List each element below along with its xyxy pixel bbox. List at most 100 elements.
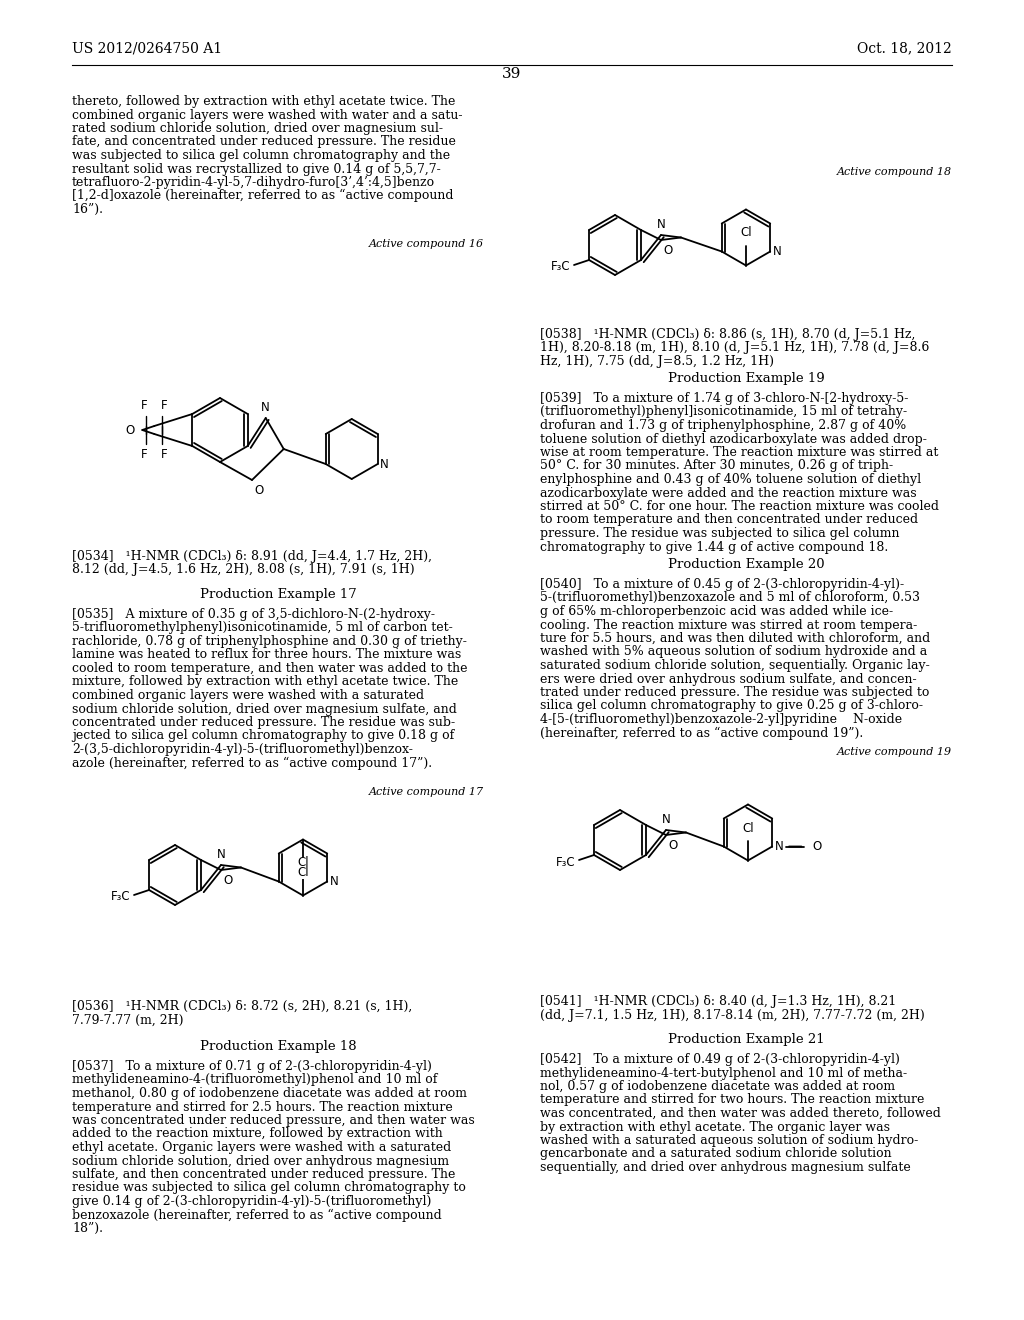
Text: N: N — [773, 246, 782, 257]
Text: drofuran and 1.73 g of triphenylphosphine, 2.87 g of 40%: drofuran and 1.73 g of triphenylphosphin… — [540, 418, 906, 432]
Text: N: N — [662, 813, 671, 826]
Text: nol, 0.57 g of iodobenzene diacetate was added at room: nol, 0.57 g of iodobenzene diacetate was… — [540, 1080, 895, 1093]
Text: (dd, J=7.1, 1.5 Hz, 1H), 8.17-8.14 (m, 2H), 7.77-7.72 (m, 2H): (dd, J=7.1, 1.5 Hz, 1H), 8.17-8.14 (m, 2… — [540, 1008, 925, 1022]
Text: temperature and stirred for 2.5 hours. The reaction mixture: temperature and stirred for 2.5 hours. T… — [72, 1101, 453, 1114]
Text: N: N — [775, 840, 784, 853]
Text: 5-trifluoromethylphenyl)isonicotinamide, 5 ml of carbon tet-: 5-trifluoromethylphenyl)isonicotinamide,… — [72, 622, 453, 635]
Text: 8.12 (dd, J=4.5, 1.6 Hz, 2H), 8.08 (s, 1H), 7.91 (s, 1H): 8.12 (dd, J=4.5, 1.6 Hz, 2H), 8.08 (s, 1… — [72, 564, 415, 577]
Text: Cl: Cl — [740, 227, 752, 239]
Text: 18”).: 18”). — [72, 1222, 103, 1236]
Text: [0536]   ¹H-NMR (CDCl₃) δ: 8.72 (s, 2H), 8.21 (s, 1H),: [0536] ¹H-NMR (CDCl₃) δ: 8.72 (s, 2H), 8… — [72, 1001, 413, 1012]
Text: [0535]   A mixture of 0.35 g of 3,5-dichloro-N-(2-hydroxy-: [0535] A mixture of 0.35 g of 3,5-dichlo… — [72, 609, 435, 620]
Text: lamine was heated to reflux for three hours. The mixture was: lamine was heated to reflux for three ho… — [72, 648, 461, 661]
Text: chromatography to give 1.44 g of active compound 18.: chromatography to give 1.44 g of active … — [540, 540, 888, 553]
Text: toluene solution of diethyl azodicarboxylate was added drop-: toluene solution of diethyl azodicarboxy… — [540, 433, 927, 446]
Text: methylideneamino-4-tert-butylphenol and 10 ml of metha-: methylideneamino-4-tert-butylphenol and … — [540, 1067, 907, 1080]
Text: stirred at 50° C. for one hour. The reaction mixture was cooled: stirred at 50° C. for one hour. The reac… — [540, 500, 939, 513]
Text: 16”).: 16”). — [72, 203, 103, 216]
Text: Cl: Cl — [297, 866, 309, 879]
Text: silica gel column chromatography to give 0.25 g of 3-chloro-: silica gel column chromatography to give… — [540, 700, 923, 713]
Text: F: F — [141, 447, 147, 461]
Text: resultant solid was recrystallized to give 0.14 g of 5,5,7,7-: resultant solid was recrystallized to gi… — [72, 162, 440, 176]
Text: F₃C: F₃C — [555, 855, 575, 869]
Text: O: O — [125, 424, 134, 437]
Text: Production Example 17: Production Example 17 — [200, 587, 356, 601]
Text: 39: 39 — [503, 67, 521, 81]
Text: added to the reaction mixture, followed by extraction with: added to the reaction mixture, followed … — [72, 1127, 442, 1140]
Text: Production Example 20: Production Example 20 — [668, 558, 824, 572]
Text: sequentially, and dried over anhydrous magnesium sulfate: sequentially, and dried over anhydrous m… — [540, 1162, 910, 1173]
Text: rachloride, 0.78 g of triphenylphosphine and 0.30 g of triethy-: rachloride, 0.78 g of triphenylphosphine… — [72, 635, 467, 648]
Text: washed with a saturated aqueous solution of sodium hydro-: washed with a saturated aqueous solution… — [540, 1134, 919, 1147]
Text: cooling. The reaction mixture was stirred at room tempera-: cooling. The reaction mixture was stirre… — [540, 619, 918, 631]
Text: combined organic layers were washed with a saturated: combined organic layers were washed with… — [72, 689, 424, 702]
Text: temperature and stirred for two hours. The reaction mixture: temperature and stirred for two hours. T… — [540, 1093, 925, 1106]
Text: O: O — [812, 840, 821, 853]
Text: was concentrated, and then water was added thereto, followed: was concentrated, and then water was add… — [540, 1107, 941, 1119]
Text: ethyl acetate. Organic layers were washed with a saturated: ethyl acetate. Organic layers were washe… — [72, 1140, 452, 1154]
Text: 50° C. for 30 minutes. After 30 minutes, 0.26 g of triph-: 50° C. for 30 minutes. After 30 minutes,… — [540, 459, 893, 473]
Text: jected to silica gel column chromatography to give 0.18 g of: jected to silica gel column chromatograp… — [72, 730, 455, 742]
Text: sodium chloride solution, dried over anhydrous magnesium: sodium chloride solution, dried over anh… — [72, 1155, 450, 1167]
Text: Production Example 19: Production Example 19 — [668, 372, 824, 385]
Text: enylphosphine and 0.43 g of 40% toluene solution of diethyl: enylphosphine and 0.43 g of 40% toluene … — [540, 473, 922, 486]
Text: [0534]   ¹H-NMR (CDCl₃) δ: 8.91 (dd, J=4.4, 1.7 Hz, 2H),: [0534] ¹H-NMR (CDCl₃) δ: 8.91 (dd, J=4.4… — [72, 550, 432, 564]
Text: Active compound 16: Active compound 16 — [369, 239, 484, 249]
Text: 5-(trifluoromethyl)benzoxazole and 5 ml of chloroform, 0.53: 5-(trifluoromethyl)benzoxazole and 5 ml … — [540, 591, 920, 605]
Text: US 2012/0264750 A1: US 2012/0264750 A1 — [72, 41, 222, 55]
Text: mixture, followed by extraction with ethyl acetate twice. The: mixture, followed by extraction with eth… — [72, 676, 459, 689]
Text: F₃C: F₃C — [111, 891, 130, 903]
Text: Active compound 17: Active compound 17 — [369, 787, 484, 797]
Text: wise at room temperature. The reaction mixture was stirred at: wise at room temperature. The reaction m… — [540, 446, 938, 459]
Text: residue was subjected to silica gel column chromatography to: residue was subjected to silica gel colu… — [72, 1181, 466, 1195]
Text: Hz, 1H), 7.75 (dd, J=8.5, 1.2 Hz, 1H): Hz, 1H), 7.75 (dd, J=8.5, 1.2 Hz, 1H) — [540, 355, 774, 368]
Text: N: N — [261, 401, 270, 414]
Text: [0541]   ¹H-NMR (CDCl₃) δ: 8.40 (d, J=1.3 Hz, 1H), 8.21: [0541] ¹H-NMR (CDCl₃) δ: 8.40 (d, J=1.3 … — [540, 995, 896, 1008]
Text: [0542]   To a mixture of 0.49 g of 2-(3-chloropyridin-4-yl): [0542] To a mixture of 0.49 g of 2-(3-ch… — [540, 1053, 900, 1067]
Text: [1,2-d]oxazole (hereinafter, referred to as “active compound: [1,2-d]oxazole (hereinafter, referred to… — [72, 189, 454, 202]
Text: methanol, 0.80 g of iodobenzene diacetate was added at room: methanol, 0.80 g of iodobenzene diacetat… — [72, 1086, 467, 1100]
Text: Cl: Cl — [297, 857, 309, 870]
Text: Production Example 18: Production Example 18 — [200, 1040, 356, 1053]
Text: tetrafluoro-2-pyridin-4-yl-5,7-dihydro-furo[3’,4’:4,5]benzo: tetrafluoro-2-pyridin-4-yl-5,7-dihydro-f… — [72, 176, 435, 189]
Text: [0539]   To a mixture of 1.74 g of 3-chloro-N-[2-hydroxy-5-: [0539] To a mixture of 1.74 g of 3-chlor… — [540, 392, 908, 405]
Text: rated sodium chloride solution, dried over magnesium sul-: rated sodium chloride solution, dried ov… — [72, 121, 443, 135]
Text: O: O — [668, 840, 677, 851]
Text: O: O — [254, 484, 263, 498]
Text: by extraction with ethyl acetate. The organic layer was: by extraction with ethyl acetate. The or… — [540, 1121, 890, 1134]
Text: azodicarboxylate were added and the reaction mixture was: azodicarboxylate were added and the reac… — [540, 487, 916, 499]
Text: methylideneamino-4-(trifluoromethyl)phenol and 10 ml of: methylideneamino-4-(trifluoromethyl)phen… — [72, 1073, 437, 1086]
Text: Cl: Cl — [742, 821, 754, 834]
Text: washed with 5% aqueous solution of sodium hydroxide and a: washed with 5% aqueous solution of sodiu… — [540, 645, 928, 659]
Text: N: N — [330, 875, 339, 888]
Text: was concentrated under reduced pressure, and then water was: was concentrated under reduced pressure,… — [72, 1114, 475, 1127]
Text: 2-(3,5-dichloropyridin-4-yl)-5-(trifluoromethyl)benzox-: 2-(3,5-dichloropyridin-4-yl)-5-(trifluor… — [72, 743, 413, 756]
Text: give 0.14 g of 2-(3-chloropyridin-4-yl)-5-(trifluoromethyl): give 0.14 g of 2-(3-chloropyridin-4-yl)-… — [72, 1195, 431, 1208]
Text: O: O — [663, 244, 672, 257]
Text: was subjected to silica gel column chromatography and the: was subjected to silica gel column chrom… — [72, 149, 451, 162]
Text: combined organic layers were washed with water and a satu-: combined organic layers were washed with… — [72, 108, 463, 121]
Text: azole (hereinafter, referred to as “active compound 17”).: azole (hereinafter, referred to as “acti… — [72, 756, 432, 770]
Text: 7.79-7.77 (m, 2H): 7.79-7.77 (m, 2H) — [72, 1014, 183, 1027]
Text: concentrated under reduced pressure. The residue was sub-: concentrated under reduced pressure. The… — [72, 715, 455, 729]
Text: Oct. 18, 2012: Oct. 18, 2012 — [857, 41, 952, 55]
Text: (hereinafter, referred to as “active compound 19”).: (hereinafter, referred to as “active com… — [540, 726, 863, 739]
Text: N: N — [656, 218, 666, 231]
Text: ers were dried over anhydrous sodium sulfate, and concen-: ers were dried over anhydrous sodium sul… — [540, 672, 916, 685]
Text: F: F — [161, 447, 168, 461]
Text: [0538]   ¹H-NMR (CDCl₃) δ: 8.86 (s, 1H), 8.70 (d, J=5.1 Hz,: [0538] ¹H-NMR (CDCl₃) δ: 8.86 (s, 1H), 8… — [540, 327, 915, 341]
Text: to room temperature and then concentrated under reduced: to room temperature and then concentrate… — [540, 513, 919, 527]
Text: F₃C: F₃C — [550, 260, 570, 273]
Text: pressure. The residue was subjected to silica gel column: pressure. The residue was subjected to s… — [540, 527, 899, 540]
Text: 4-[5-(trifluoromethyl)benzoxazole-2-yl]pyridine    N-oxide: 4-[5-(trifluoromethyl)benzoxazole-2-yl]p… — [540, 713, 902, 726]
Text: O: O — [223, 874, 232, 887]
Text: ture for 5.5 hours, and was then diluted with chloroform, and: ture for 5.5 hours, and was then diluted… — [540, 632, 930, 645]
Text: g of 65% m-chloroperbenzoic acid was added while ice-: g of 65% m-chloroperbenzoic acid was add… — [540, 605, 893, 618]
Text: benzoxazole (hereinafter, referred to as “active compound: benzoxazole (hereinafter, referred to as… — [72, 1208, 441, 1221]
Text: sodium chloride solution, dried over magnesium sulfate, and: sodium chloride solution, dried over mag… — [72, 702, 457, 715]
Text: N: N — [380, 458, 388, 470]
Text: trated under reduced pressure. The residue was subjected to: trated under reduced pressure. The resid… — [540, 686, 930, 700]
Text: [0540]   To a mixture of 0.45 g of 2-(3-chloropyridin-4-yl)-: [0540] To a mixture of 0.45 g of 2-(3-ch… — [540, 578, 904, 591]
Text: cooled to room temperature, and then water was added to the: cooled to room temperature, and then wat… — [72, 663, 468, 675]
Text: thereto, followed by extraction with ethyl acetate twice. The: thereto, followed by extraction with eth… — [72, 95, 456, 108]
